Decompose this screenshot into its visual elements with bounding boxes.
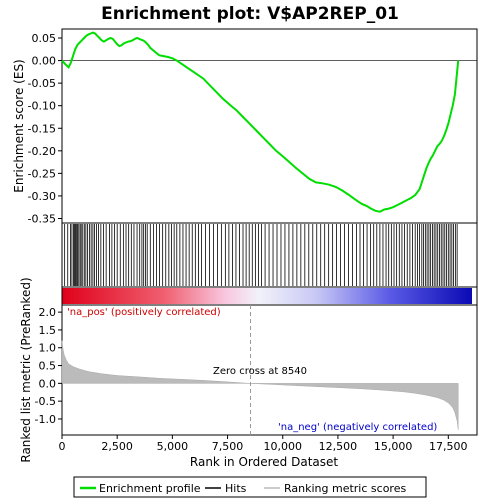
rank-y-tick-label: 0.5 bbox=[39, 360, 57, 373]
rank-x-tick-label: 5,000 bbox=[157, 440, 189, 453]
rank-y-tick-label: 0.0 bbox=[39, 377, 57, 390]
legend-ranking-label: Ranking metric scores bbox=[284, 482, 406, 495]
neg-correlated-label: 'na_neg' (negatively correlated) bbox=[278, 422, 437, 433]
es-panel: 0.05 0.00 -0.05 -0.10 -0.15 -0.20 -0.25 -0.30 -0… bbox=[12, 28, 478, 225]
enrichment-profile-line bbox=[61, 31, 460, 213]
rank-y-tick-label: -0.5 bbox=[35, 395, 56, 408]
es-y-tick-label: 0.05 bbox=[32, 32, 57, 45]
legend-enrichment-label: Enrichment profile bbox=[99, 482, 201, 495]
rank-x-tick-label: 2,500 bbox=[101, 440, 133, 453]
rank-y-tick-label: 1.5 bbox=[39, 324, 57, 337]
rank-x-axis-label: Rank in Ordered Dataset bbox=[190, 455, 338, 469]
rank-panel-frame bbox=[61, 304, 478, 436]
rank-y-ticks: 2.0 1.5 1.0 0.5 0.0 -0.5 -1.0 bbox=[35, 306, 62, 426]
legend-frame bbox=[73, 476, 427, 498]
rank-x-tick-label: 7,500 bbox=[212, 440, 244, 453]
es-panel-frame bbox=[61, 28, 478, 224]
es-y-tick-label: -0.25 bbox=[28, 167, 56, 180]
rank-y-tick-label: 2.0 bbox=[39, 306, 57, 319]
es-y-tick-label: 0.00 bbox=[32, 55, 57, 68]
es-y-ticks: 0.05 0.00 -0.05 -0.10 -0.15 -0.20 -0.25 -0.30 -0… bbox=[28, 32, 62, 225]
hits-panel bbox=[61, 222, 478, 288]
es-y-tick-label: -0.30 bbox=[28, 190, 56, 203]
chart-title: Enrichment plot: V$AP2REP_01 bbox=[101, 4, 399, 24]
rank-x-tick-label: 10,000 bbox=[263, 440, 302, 453]
es-y-tick-label: -0.05 bbox=[28, 77, 56, 90]
hit-lines bbox=[64, 224, 458, 286]
rank-x-tick-label: 0 bbox=[59, 440, 66, 453]
rank-y-axis-label: Ranked list metric (PreRanked) bbox=[19, 277, 33, 462]
hits-panel-frame bbox=[61, 222, 478, 288]
rank-x-tick-label: 17,500 bbox=[429, 440, 468, 453]
rank-y-tick-label: 1.0 bbox=[39, 342, 57, 355]
es-y-axis-label: Enrichment score (ES) bbox=[12, 59, 26, 192]
pos-correlated-label: 'na_pos' (positively correlated) bbox=[67, 307, 221, 318]
legend: Enrichment profile Hits Ranking metric s… bbox=[73, 476, 427, 498]
rank-color-bar-fill bbox=[62, 288, 472, 304]
rank-color-bar bbox=[61, 286, 478, 306]
zero-cross-label: Zero cross at 8540 bbox=[213, 366, 307, 377]
rank-x-tick-label: 15,000 bbox=[374, 440, 413, 453]
rank-metric-panel: 2.0 1.5 1.0 0.5 0.0 -0.5 -1.0 0 2,500 5,000 7,500… bbox=[19, 277, 478, 469]
rank-x-ticks: 0 2,500 5,000 7,500 10,000 12,500 15,000 17,500 bbox=[59, 435, 468, 453]
es-y-tick-label: -0.35 bbox=[28, 212, 56, 225]
ranking-metric-area bbox=[61, 340, 459, 430]
rank-x-tick-label: 12,500 bbox=[319, 440, 358, 453]
es-y-tick-label: -0.10 bbox=[28, 100, 56, 113]
legend-hits-label: Hits bbox=[225, 482, 247, 495]
rank-y-tick-label: -1.0 bbox=[35, 413, 56, 426]
es-y-tick-label: -0.20 bbox=[28, 145, 56, 158]
es-y-tick-label: -0.15 bbox=[28, 122, 56, 135]
